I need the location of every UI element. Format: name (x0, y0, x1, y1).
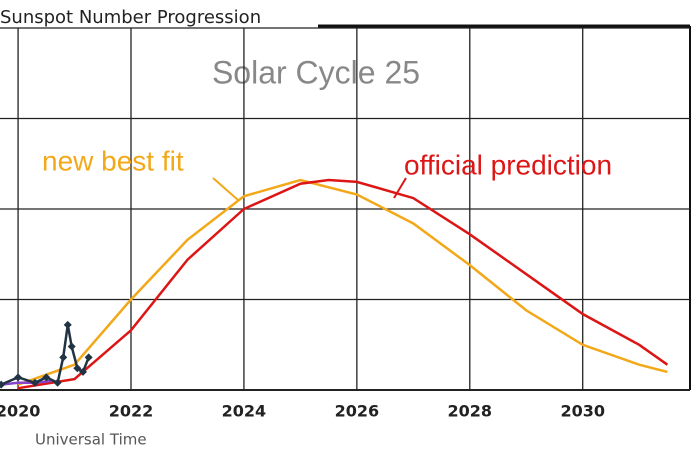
marker (73, 364, 82, 373)
marker (84, 353, 93, 362)
x-tick-label: 2020 (0, 402, 40, 421)
x-tick-label: 2030 (560, 402, 605, 421)
line (0, 379, 53, 386)
annotation: Solar Cycle 25 (212, 54, 420, 90)
chart-title: Sunspot Number Progression (0, 7, 261, 28)
line (17, 178, 668, 386)
marker (31, 378, 40, 387)
marker (59, 353, 68, 362)
pointer (212, 177, 239, 201)
series-label: new best fit (42, 145, 184, 176)
marker (53, 378, 62, 387)
marker (42, 373, 51, 382)
marker (0, 380, 6, 389)
pointer (393, 177, 407, 199)
x-tick-label: 2022 (109, 402, 154, 421)
x-tick-label: 2028 (448, 402, 493, 421)
x-axis-label: Universal Time (35, 431, 147, 449)
series-label: official prediction (404, 149, 612, 180)
marker (14, 373, 23, 382)
marker (63, 320, 72, 329)
x-tick-label: 2024 (222, 402, 267, 421)
marker (67, 342, 76, 351)
marker (79, 367, 88, 376)
line (17, 178, 669, 390)
x-tick-label: 2026 (335, 402, 380, 421)
